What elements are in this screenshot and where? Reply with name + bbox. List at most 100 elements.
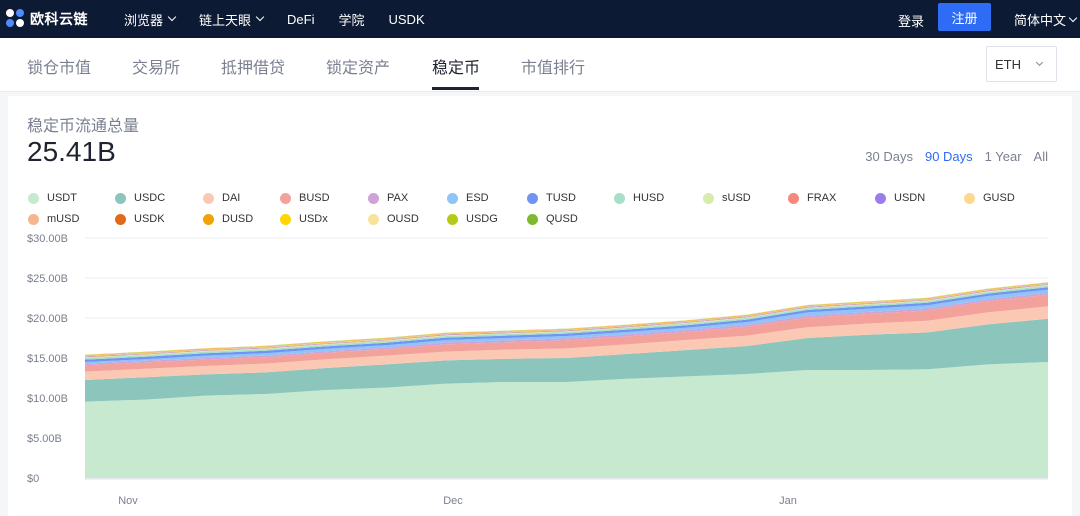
legend-swatch [203,192,214,204]
area-series-usdc [85,318,1048,402]
legend-label: USDK [134,213,165,225]
nav-item-usdk[interactable]: USDK [389,12,425,27]
legend-label: USDG [466,213,498,225]
y-tick-label: $10.00B [27,393,68,405]
legend-label: sUSD [722,192,751,204]
legend-label: PAX [387,192,409,204]
legend-label: USDN [894,192,926,204]
legend-swatch [115,192,126,204]
register-button[interactable]: 注册 [938,3,991,31]
time-range-selector: 30 Days 90 Days 1 Year All [853,149,1048,164]
legend-label: DAI [222,192,241,204]
legend-swatch [368,192,379,204]
legend-label: ESD [466,192,489,204]
legend-swatch [28,192,39,204]
legend-item-usdx[interactable]: USDx [280,213,328,225]
legend-label: BUSD [299,192,330,204]
legend-swatch [703,192,714,204]
legend-swatch [788,192,799,204]
legend-item-pax[interactable]: PAX [368,192,408,204]
nav-label: DeFi [287,11,315,27]
legend-swatch [447,192,458,204]
nav-label: USDK [388,11,425,27]
tab-exchanges[interactable]: 交易所 [132,60,181,77]
area-series-usdt [85,362,1048,478]
category-tabbar: 锁仓市值 交易所 抵押借贷 锁定资产 稳定币 市值排行 ETH [0,38,1080,92]
range-90-days[interactable]: 90 Days [924,149,973,164]
x-tick-label: Nov [118,495,138,507]
tab-tvl[interactable]: 锁仓市值 [27,60,92,77]
legend-label: mUSD [47,213,80,225]
legend-label: GUSD [983,192,1015,204]
top-navbar: 欧科云链 浏览器 链上天眼 DeFi 学院 USDK 登录 注册 简体中文 [0,0,1080,38]
y-tick-label: $25.00B [27,273,68,285]
legend-item-dai[interactable]: DAI [203,192,240,204]
y-tick-label: $15.00B [27,353,68,365]
legend-item-susd[interactable]: sUSD [703,192,751,204]
legend-swatch [115,213,126,225]
legend-item-ousd[interactable]: OUSD [368,213,419,225]
login-link[interactable]: 登录 [898,14,925,29]
legend-item-usdc[interactable]: USDC [115,192,165,204]
legend-label: DUSD [222,213,254,225]
legend-item-usdt[interactable]: USDT [28,192,77,204]
logo-text: 欧科云链 [30,11,88,27]
total-supply-value: 25.41B [27,136,116,167]
tab-market-cap-rank[interactable]: 市值排行 [521,60,586,77]
brand-logo[interactable]: 欧科云链 [6,9,88,29]
nav-item-defi[interactable]: DeFi [287,12,314,27]
legend-item-usdk[interactable]: USDK [115,213,165,225]
legend-label: HUSD [633,192,665,204]
legend-item-gusd[interactable]: GUSD [964,192,1015,204]
nav-label: 链上天眼 [199,12,252,28]
tab-stablecoins[interactable]: 稳定币 [432,60,481,77]
legend-swatch [280,213,291,225]
legend-swatch [614,192,625,204]
chain-select[interactable]: ETH [986,46,1057,82]
tab-lending[interactable]: 抵押借贷 [221,60,286,77]
area-series-busd [85,294,1048,372]
tab-locked-assets[interactable]: 锁定资产 [326,60,391,77]
legend-swatch [964,192,975,204]
language-label: 简体中文 [1014,13,1067,28]
legend-swatch [527,192,538,204]
x-tick-label: Jan [779,495,797,507]
y-tick-label: $30.00B [27,233,68,245]
legend-item-usdg[interactable]: USDG [447,213,498,225]
chain-select-value: ETH [995,56,1021,72]
active-tab-indicator [432,87,479,90]
x-tick-label: Dec [443,495,463,507]
range-all[interactable]: All [1033,149,1048,164]
legend-item-usdn[interactable]: USDN [875,192,925,204]
range-30-days[interactable]: 30 Days [865,149,913,164]
legend-item-qusd[interactable]: QUSD [527,213,578,225]
legend-swatch [203,213,214,225]
legend-item-musd[interactable]: mUSD [28,213,79,225]
legend-item-esd[interactable]: ESD [447,192,489,204]
nav-label: 浏览器 [124,12,164,28]
legend-swatch [368,213,379,225]
legend-label: QUSD [546,213,578,225]
legend-swatch [875,192,886,204]
nav-item-onchain-eye[interactable]: 链上天眼 [199,10,265,29]
y-tick-label: $20.00B [27,313,68,325]
chart-title: 稳定币流通总量 [27,118,140,135]
nav-item-browser[interactable]: 浏览器 [124,10,177,29]
legend-item-dusd[interactable]: DUSD [203,213,253,225]
y-tick-label: $5.00B [27,433,62,445]
legend-item-busd[interactable]: BUSD [280,192,330,204]
nav-item-academy[interactable]: 学院 [338,10,364,29]
range-1-year[interactable]: 1 Year [984,149,1022,164]
legend-swatch [447,213,458,225]
language-selector[interactable]: 简体中文 [1014,10,1078,29]
legend-label: USDC [134,192,166,204]
legend-label: FRAX [807,192,837,204]
legend-item-husd[interactable]: HUSD [614,192,664,204]
area-series-dai [85,306,1048,380]
legend-item-frax[interactable]: FRAX [788,192,836,204]
nav-label: 学院 [338,12,365,28]
legend-item-tusd[interactable]: TUSD [527,192,576,204]
logo-icon [6,9,26,29]
legend-label: USDx [299,213,328,225]
